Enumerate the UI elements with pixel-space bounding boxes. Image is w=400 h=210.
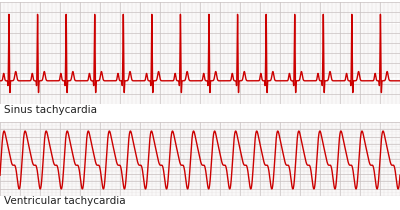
Text: Sinus tachycardia: Sinus tachycardia: [4, 105, 97, 115]
Text: Ventricular tachycardia: Ventricular tachycardia: [4, 196, 126, 206]
